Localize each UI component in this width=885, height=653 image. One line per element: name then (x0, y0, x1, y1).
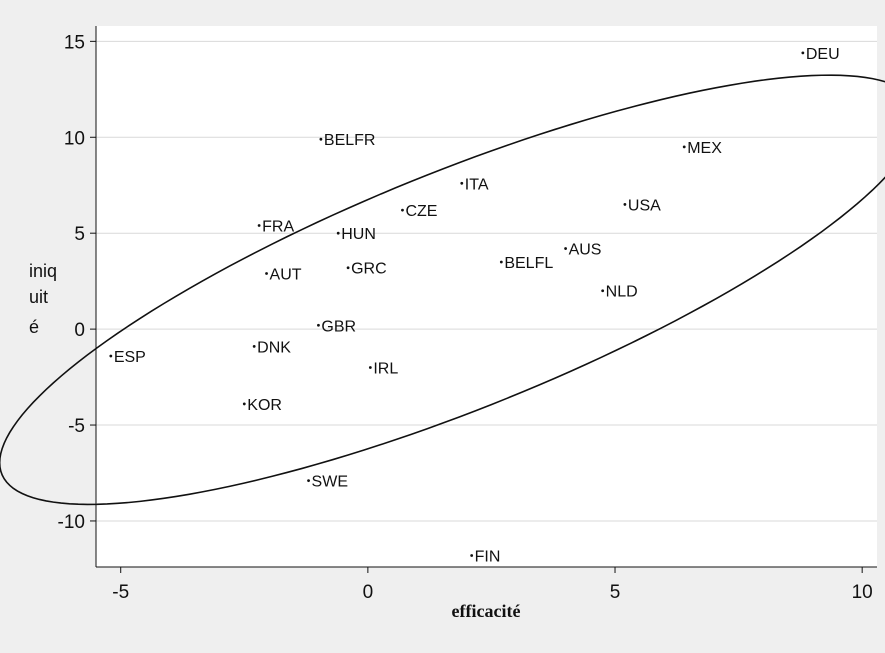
data-point: DNK (252, 339, 291, 356)
point-label: BELFR (324, 132, 376, 149)
data-point: NLD (601, 284, 638, 301)
data-point: BELFL (499, 255, 553, 272)
point-marker (319, 137, 323, 141)
data-point: FRA (257, 219, 294, 236)
point-marker (257, 224, 261, 227)
y-tick-label: 5 (74, 224, 85, 245)
y-tick-label: 10 (64, 128, 85, 149)
point-label: ITA (465, 176, 489, 193)
point-label: NLD (606, 284, 638, 301)
point-label: HUN (341, 226, 376, 243)
point-marker (623, 203, 627, 206)
point-marker (368, 366, 372, 369)
points-layer: DEU MEX BELFR ITA USA CZE FRA HUN AUS BELFL GRC AUT… (109, 46, 840, 565)
point-label: DNK (257, 339, 291, 356)
point-label: MEX (687, 140, 722, 157)
point-label: FRA (262, 219, 294, 236)
data-point: ESP (109, 349, 146, 366)
point-marker (499, 260, 503, 264)
point-label: GRC (351, 261, 387, 278)
data-point: GBR (317, 318, 356, 335)
point-marker (401, 208, 404, 212)
point-label: ESP (114, 349, 146, 366)
point-label: USA (628, 197, 661, 214)
point-marker (564, 247, 567, 250)
data-point: GRC (346, 261, 387, 278)
point-marker (307, 479, 310, 483)
data-point: AUT (265, 266, 302, 283)
axes (95, 26, 877, 568)
point-label: GBR (321, 318, 356, 335)
data-point: DEU (801, 46, 840, 63)
point-label: AUT (270, 266, 302, 283)
y-tick-label: 0 (74, 320, 85, 341)
point-label: IRL (373, 360, 398, 377)
point-label: BELFL (504, 255, 553, 272)
y-axis-title: iniq uit é (29, 261, 57, 337)
data-point: SWE (307, 474, 348, 491)
data-point: MEX (682, 140, 722, 157)
point-marker (265, 272, 268, 275)
data-point: CZE (401, 203, 437, 220)
y-tick-label: -10 (58, 512, 85, 533)
point-marker (801, 51, 805, 55)
y-axis-title-line: iniq (29, 261, 57, 281)
data-point: USA (623, 197, 661, 214)
x-tick-label: -5 (112, 582, 129, 603)
point-label: FIN (475, 548, 501, 565)
ticks: 15 10 5 0 -5 -10 -5 0 5 10 (58, 32, 873, 603)
y-tick-label: -5 (68, 416, 85, 437)
data-point: BELFR (319, 132, 376, 149)
grid-lines (96, 40, 877, 522)
point-label: DEU (806, 46, 840, 63)
point-marker (242, 402, 246, 406)
point-label: KOR (247, 397, 282, 414)
point-marker (336, 231, 340, 235)
x-axis-title: efficacité (452, 601, 521, 621)
point-marker (682, 145, 686, 149)
point-marker (346, 266, 350, 270)
point-marker (109, 354, 113, 358)
confidence-ellipse (0, 74, 885, 506)
point-marker (460, 181, 464, 185)
y-axis-title-line: é (29, 317, 39, 337)
point-marker (317, 323, 320, 327)
y-axis-title-line: uit (29, 287, 48, 307)
point-label: AUS (569, 242, 602, 259)
data-point: ITA (460, 176, 489, 193)
data-point: FIN (470, 548, 500, 565)
data-point: IRL (368, 360, 398, 377)
ellipse-layer (0, 74, 885, 506)
point-label: CZE (405, 203, 437, 220)
data-point: KOR (242, 397, 282, 414)
x-tick-label: 0 (363, 582, 374, 603)
plot-area (96, 26, 877, 567)
y-tick-label: 15 (64, 32, 85, 53)
x-tick-label: 10 (852, 582, 873, 603)
point-marker (601, 289, 605, 293)
point-label: SWE (312, 474, 348, 491)
point-marker (470, 554, 474, 557)
data-point: HUN (336, 226, 376, 243)
point-marker (252, 344, 256, 348)
x-tick-label: 5 (610, 582, 621, 603)
data-point: AUS (564, 242, 601, 259)
